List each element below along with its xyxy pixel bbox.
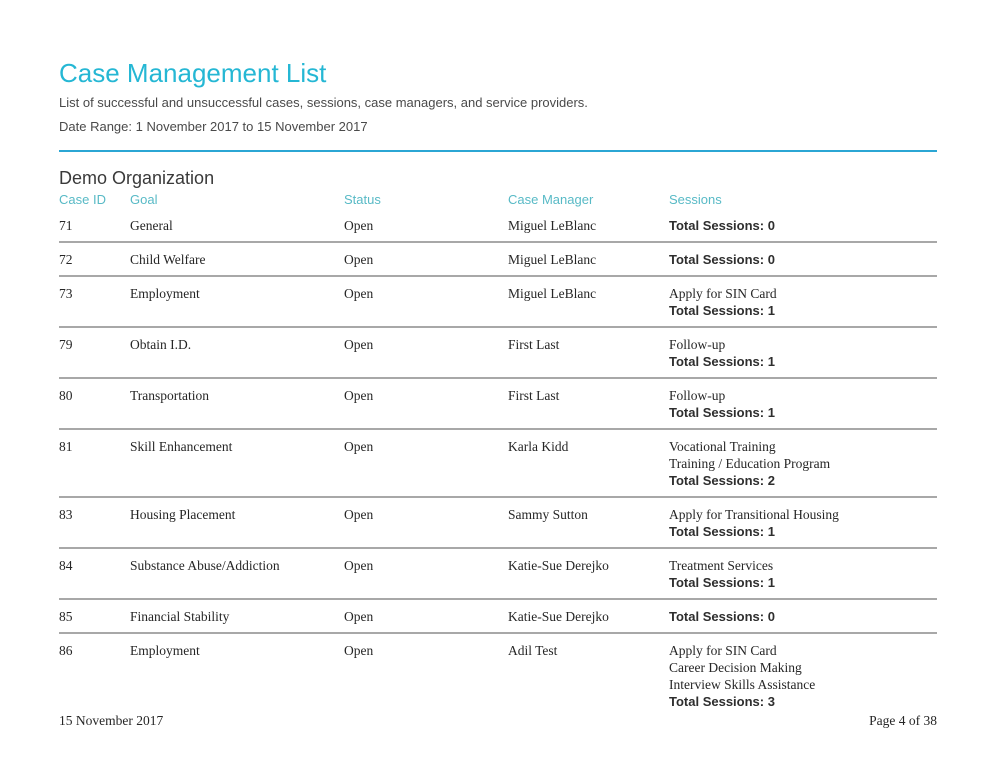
status-cell: Open xyxy=(344,439,374,454)
status-cell: Open xyxy=(344,286,374,301)
table-row: 79 Obtain I.D. Open First Last Follow-up… xyxy=(59,328,937,379)
header-status: Status xyxy=(344,192,381,207)
status-cell: Open xyxy=(344,337,374,352)
table-row: 85 Financial Stability Open Katie-Sue De… xyxy=(59,600,937,634)
case-id-cell: 81 xyxy=(59,439,73,454)
goal-cell: Skill Enhancement xyxy=(130,439,233,454)
sessions-cell: Apply for SIN Card Career Decision Making… xyxy=(669,642,937,710)
total-sessions: Total Sessions: 3 xyxy=(669,694,775,709)
table-row: 83 Housing Placement Open Sammy Sutton A… xyxy=(59,498,937,549)
session-item: Training / Education Program xyxy=(669,456,831,471)
page-footer: 15 November 2017 Page 4 of 38 xyxy=(59,712,937,729)
sessions-cell: Apply for SIN Card Total Sessions: 1 xyxy=(669,285,937,319)
header-case-id: Case ID xyxy=(59,192,106,207)
header-sessions: Sessions xyxy=(669,192,722,207)
report-date-range: Date Range: 1 November 2017 to 15 Novemb… xyxy=(59,119,368,134)
sessions-cell: Follow-up Total Sessions: 1 xyxy=(669,387,937,421)
status-cell: Open xyxy=(344,252,374,267)
sessions-cell: Apply for Transitional Housing Total Sess… xyxy=(669,506,937,540)
organization-name: Demo Organization xyxy=(59,168,215,188)
table-row: 72 Child Welfare Open Miguel LeBlanc Tot… xyxy=(59,243,937,277)
status-cell: Open xyxy=(344,388,374,403)
case-id-cell: 83 xyxy=(59,507,73,522)
header-case-manager: Case Manager xyxy=(508,192,594,207)
total-sessions: Total Sessions: 1 xyxy=(669,354,775,369)
total-sessions: Total Sessions: 1 xyxy=(669,405,775,420)
session-item: Follow-up xyxy=(669,337,726,352)
table-row: 71 General Open Miguel LeBlanc Total Ses… xyxy=(59,209,937,243)
goal-cell: Child Welfare xyxy=(130,252,206,267)
case-manager-cell: Karla Kidd xyxy=(508,439,569,454)
case-table-body: 71 General Open Miguel LeBlanc Total Ses… xyxy=(59,209,937,717)
case-id-cell: 73 xyxy=(59,286,73,301)
table-header-row: Case ID Goal Status Case Manager Session… xyxy=(59,193,937,209)
sessions-cell: Total Sessions: 0 xyxy=(669,217,937,234)
footer-page-number: Page 4 of 38 xyxy=(869,713,937,728)
case-manager-cell: Adil Test xyxy=(508,643,558,658)
page-title: Case Management List xyxy=(59,58,327,88)
case-id-cell: 79 xyxy=(59,337,73,352)
case-manager-cell: Miguel LeBlanc xyxy=(508,252,597,267)
case-id-cell: 72 xyxy=(59,252,73,267)
table-row: 86 Employment Open Adil Test Apply for S… xyxy=(59,634,937,717)
session-item: Apply for Transitional Housing xyxy=(669,507,839,522)
total-sessions: Total Sessions: 0 xyxy=(669,218,775,233)
session-item: Treatment Services xyxy=(669,558,774,573)
total-sessions: Total Sessions: 1 xyxy=(669,575,775,590)
goal-cell: Obtain I.D. xyxy=(130,337,192,352)
footer-date: 15 November 2017 xyxy=(59,713,164,728)
goal-cell: Financial Stability xyxy=(130,609,230,624)
status-cell: Open xyxy=(344,507,374,522)
session-item: Follow-up xyxy=(669,388,726,403)
session-item: Vocational Training xyxy=(669,439,776,454)
case-manager-cell: Katie-Sue Derejko xyxy=(508,558,609,573)
goal-cell: Substance Abuse/Addiction xyxy=(130,558,280,573)
case-manager-cell: First Last xyxy=(508,388,560,403)
case-manager-cell: First Last xyxy=(508,337,560,352)
session-item: Apply for SIN Card xyxy=(669,286,777,301)
case-table: Case ID Goal Status Case Manager Session… xyxy=(59,193,937,717)
status-cell: Open xyxy=(344,218,374,233)
total-sessions: Total Sessions: 2 xyxy=(669,473,775,488)
header-goal: Goal xyxy=(130,192,158,207)
status-cell: Open xyxy=(344,643,374,658)
case-id-cell: 85 xyxy=(59,609,73,624)
session-item: Career Decision Making xyxy=(669,660,802,675)
case-manager-cell: Sammy Sutton xyxy=(508,507,588,522)
session-item: Interview Skills Assistance xyxy=(669,677,816,692)
sessions-cell: Total Sessions: 0 xyxy=(669,608,937,625)
table-row: 80 Transportation Open First Last Follow… xyxy=(59,379,937,430)
status-cell: Open xyxy=(344,609,374,624)
case-id-cell: 84 xyxy=(59,558,73,573)
accent-divider xyxy=(59,150,937,152)
goal-cell: General xyxy=(130,218,173,233)
report-subtitle: List of successful and unsuccessful case… xyxy=(59,95,588,110)
case-id-cell: 86 xyxy=(59,643,73,658)
total-sessions: Total Sessions: 1 xyxy=(669,524,775,539)
goal-cell: Employment xyxy=(130,286,200,301)
sessions-cell: Treatment Services Total Sessions: 1 xyxy=(669,557,937,591)
report-content: Case Management List List of successful … xyxy=(59,0,937,717)
sessions-cell: Follow-up Total Sessions: 1 xyxy=(669,336,937,370)
total-sessions: Total Sessions: 0 xyxy=(669,252,775,267)
table-row: 73 Employment Open Miguel LeBlanc Apply … xyxy=(59,277,937,328)
status-cell: Open xyxy=(344,558,374,573)
total-sessions: Total Sessions: 0 xyxy=(669,609,775,624)
table-row: 81 Skill Enhancement Open Karla Kidd Voc… xyxy=(59,430,937,498)
total-sessions: Total Sessions: 1 xyxy=(669,303,775,318)
case-id-cell: 80 xyxy=(59,388,73,403)
case-manager-cell: Miguel LeBlanc xyxy=(508,218,597,233)
case-id-cell: 71 xyxy=(59,218,73,233)
sessions-cell: Vocational Training Training / Education … xyxy=(669,438,937,489)
table-row: 84 Substance Abuse/Addiction Open Katie-… xyxy=(59,549,937,600)
sessions-cell: Total Sessions: 0 xyxy=(669,251,937,268)
goal-cell: Transportation xyxy=(130,388,210,403)
goal-cell: Employment xyxy=(130,643,200,658)
case-manager-cell: Katie-Sue Derejko xyxy=(508,609,609,624)
session-item: Apply for SIN Card xyxy=(669,643,777,658)
case-manager-cell: Miguel LeBlanc xyxy=(508,286,597,301)
goal-cell: Housing Placement xyxy=(130,507,236,522)
